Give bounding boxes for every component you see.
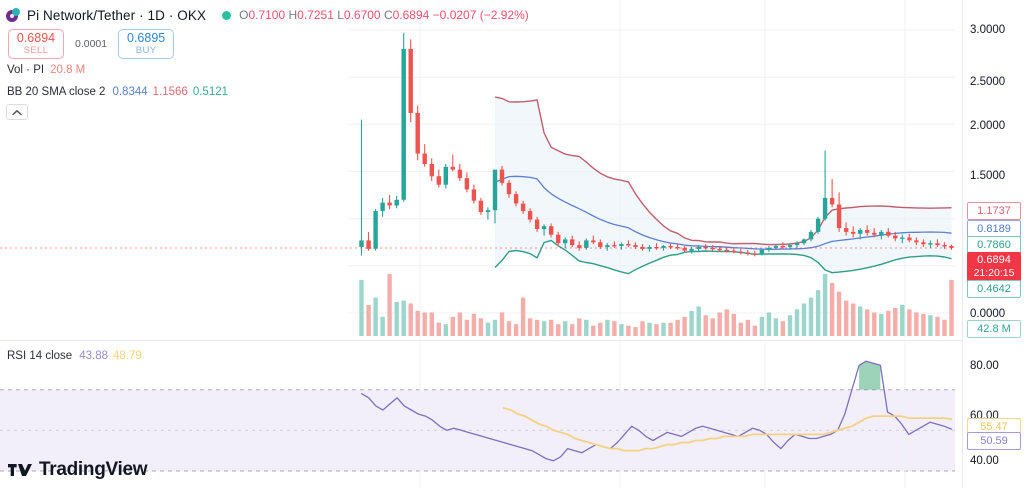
price-tick: 0.0000	[970, 308, 1006, 320]
ohlc-change-percent: (−2.92%)	[479, 8, 529, 22]
bollinger-upper-value: 1.1566	[152, 86, 188, 98]
bar-countdown: 21:20:15	[973, 267, 1015, 279]
ohlc-low-label: L	[337, 8, 344, 22]
page-title[interactable]: Pi Network/Tether · 1D · OKX	[27, 7, 207, 23]
last-price-value: 0.6894	[977, 254, 1011, 266]
volume-badge: 42.8 M	[967, 320, 1021, 338]
rsi-tick: 80.00	[970, 360, 999, 372]
rsi-legend-title: RSI 14 close	[7, 350, 73, 362]
ohlc-close-value: 0.6894	[392, 8, 430, 22]
collapse-pane-button[interactable]	[6, 104, 28, 120]
trade-buttons: 0.6894 SELL 0.0001 0.6895 BUY	[8, 29, 175, 59]
sell-button[interactable]: 0.6894 SELL	[8, 29, 64, 59]
bollinger-legend[interactable]: BB 20 SMA close 2 0.8344 1.1566 0.5121	[7, 86, 228, 98]
price-tick: 2.0000	[970, 120, 1006, 132]
price-axis[interactable]: 3.0000 2.5000 2.0000 1.5000 0.0000 1.173…	[962, 0, 1024, 488]
ohlc-values: O0.7100 H0.7251 L0.6700 C0.6894 −0.0207 …	[239, 8, 529, 22]
tradingview-branding: TradingView	[8, 459, 148, 481]
last-price-badge: 0.6894 21:20:15	[967, 252, 1021, 282]
tradingview-wordmark: TradingView	[39, 459, 148, 480]
buy-button[interactable]: 0.6895 BUY	[118, 29, 175, 59]
ohlc-change: −0.0207	[432, 8, 477, 22]
spread-value: 0.0001	[75, 37, 108, 50]
ohlc-close-label: C	[383, 8, 393, 22]
market-status-dot-icon	[222, 10, 232, 20]
rsi-tick: 40.00	[970, 455, 999, 467]
rsi-legend-value: 43.88	[79, 350, 108, 362]
price-tick: 3.0000	[970, 24, 1006, 36]
ohlc-high-value: 0.7251	[297, 8, 334, 22]
buy-price: 0.6895	[127, 31, 166, 45]
sell-label: SELL	[23, 44, 49, 56]
ohlc-open-value: 0.7100	[248, 8, 286, 22]
rsi-ma-badge: 55.47	[967, 418, 1021, 436]
price-tick: 2.5000	[970, 76, 1006, 88]
price-tick: 1.5000	[970, 170, 1006, 182]
rsi-value-badge: 50.59	[967, 432, 1021, 450]
rsi-pane[interactable]	[0, 341, 962, 488]
buy-label: BUY	[135, 44, 157, 56]
sell-price: 0.6894	[16, 31, 56, 45]
symbol-legend: Pi Network/Tether · 1D · OKX O0.7100 H0.…	[6, 6, 529, 24]
bollinger-lower-value: 0.5121	[192, 86, 229, 98]
bollinger-basis-value: 0.8344	[112, 86, 148, 98]
ohlc-high-label: H	[288, 8, 298, 22]
bollinger-upper-badge: 1.1737	[967, 202, 1021, 220]
main-price-pane[interactable]	[0, 0, 962, 338]
pane-separator	[0, 340, 962, 341]
bollinger-legend-title: BB 20 SMA close 2	[7, 86, 106, 98]
volume-legend-title: Vol · PI	[7, 64, 45, 76]
bollinger-lower-badge: 0.4642	[967, 280, 1021, 298]
volume-legend[interactable]: Vol · PI 20.8 M	[7, 64, 85, 76]
rsi-legend[interactable]: RSI 14 close 43.88 48.79	[7, 350, 142, 362]
rsi-ma-legend-value: 48.79	[112, 350, 142, 362]
ohlc-open-label: O	[239, 8, 249, 22]
ohlc-low-value: 0.6700	[343, 8, 381, 22]
pi-network-logo-icon	[6, 7, 21, 23]
volume-legend-value: 20.8 M	[50, 64, 86, 76]
bollinger-basis-badge: 0.8189	[967, 220, 1021, 238]
tradingview-logo-icon	[8, 464, 32, 476]
chevron-up-icon	[12, 109, 22, 115]
